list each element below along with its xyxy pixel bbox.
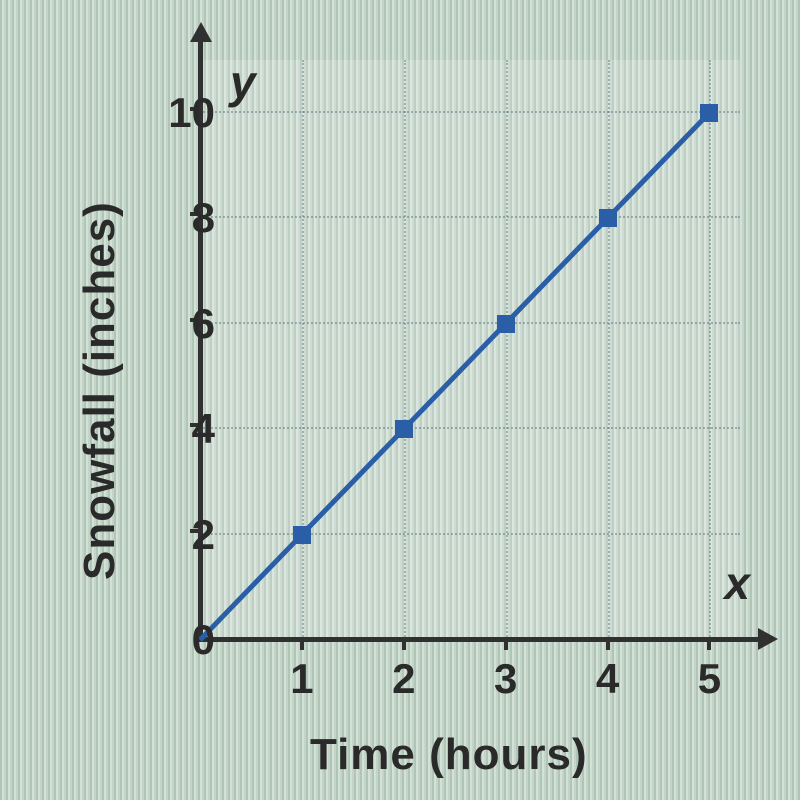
data-point — [599, 209, 617, 227]
x-tick-label: 4 — [583, 655, 633, 703]
plot-area: y x — [200, 60, 740, 640]
x-axis-arrow-icon — [758, 628, 778, 650]
data-point — [293, 526, 311, 544]
x-tick-label: 2 — [379, 655, 429, 703]
y-tick-label: 0 — [145, 616, 215, 664]
x-var-label: x — [724, 556, 750, 610]
x-axis-title: Time (hours) — [310, 730, 588, 780]
y-tick-label: 2 — [145, 511, 215, 559]
data-point — [395, 420, 413, 438]
y-tick-label: 8 — [145, 194, 215, 242]
x-tick-label: 1 — [277, 655, 327, 703]
x-tick-label: 5 — [684, 655, 734, 703]
y-var-label: y — [230, 55, 256, 109]
y-axis-title: Snowfall (inches) — [75, 201, 125, 580]
y-axis-arrow-icon — [190, 22, 212, 42]
y-tick-label: 4 — [145, 405, 215, 453]
snowfall-chart: Snowfall (inches) Time (hours) — [30, 20, 770, 780]
data-point — [700, 104, 718, 122]
data-point — [497, 315, 515, 333]
x-tick-label: 3 — [481, 655, 531, 703]
data-line — [200, 60, 740, 640]
y-tick-label: 10 — [145, 89, 215, 137]
y-tick-label: 6 — [145, 300, 215, 348]
